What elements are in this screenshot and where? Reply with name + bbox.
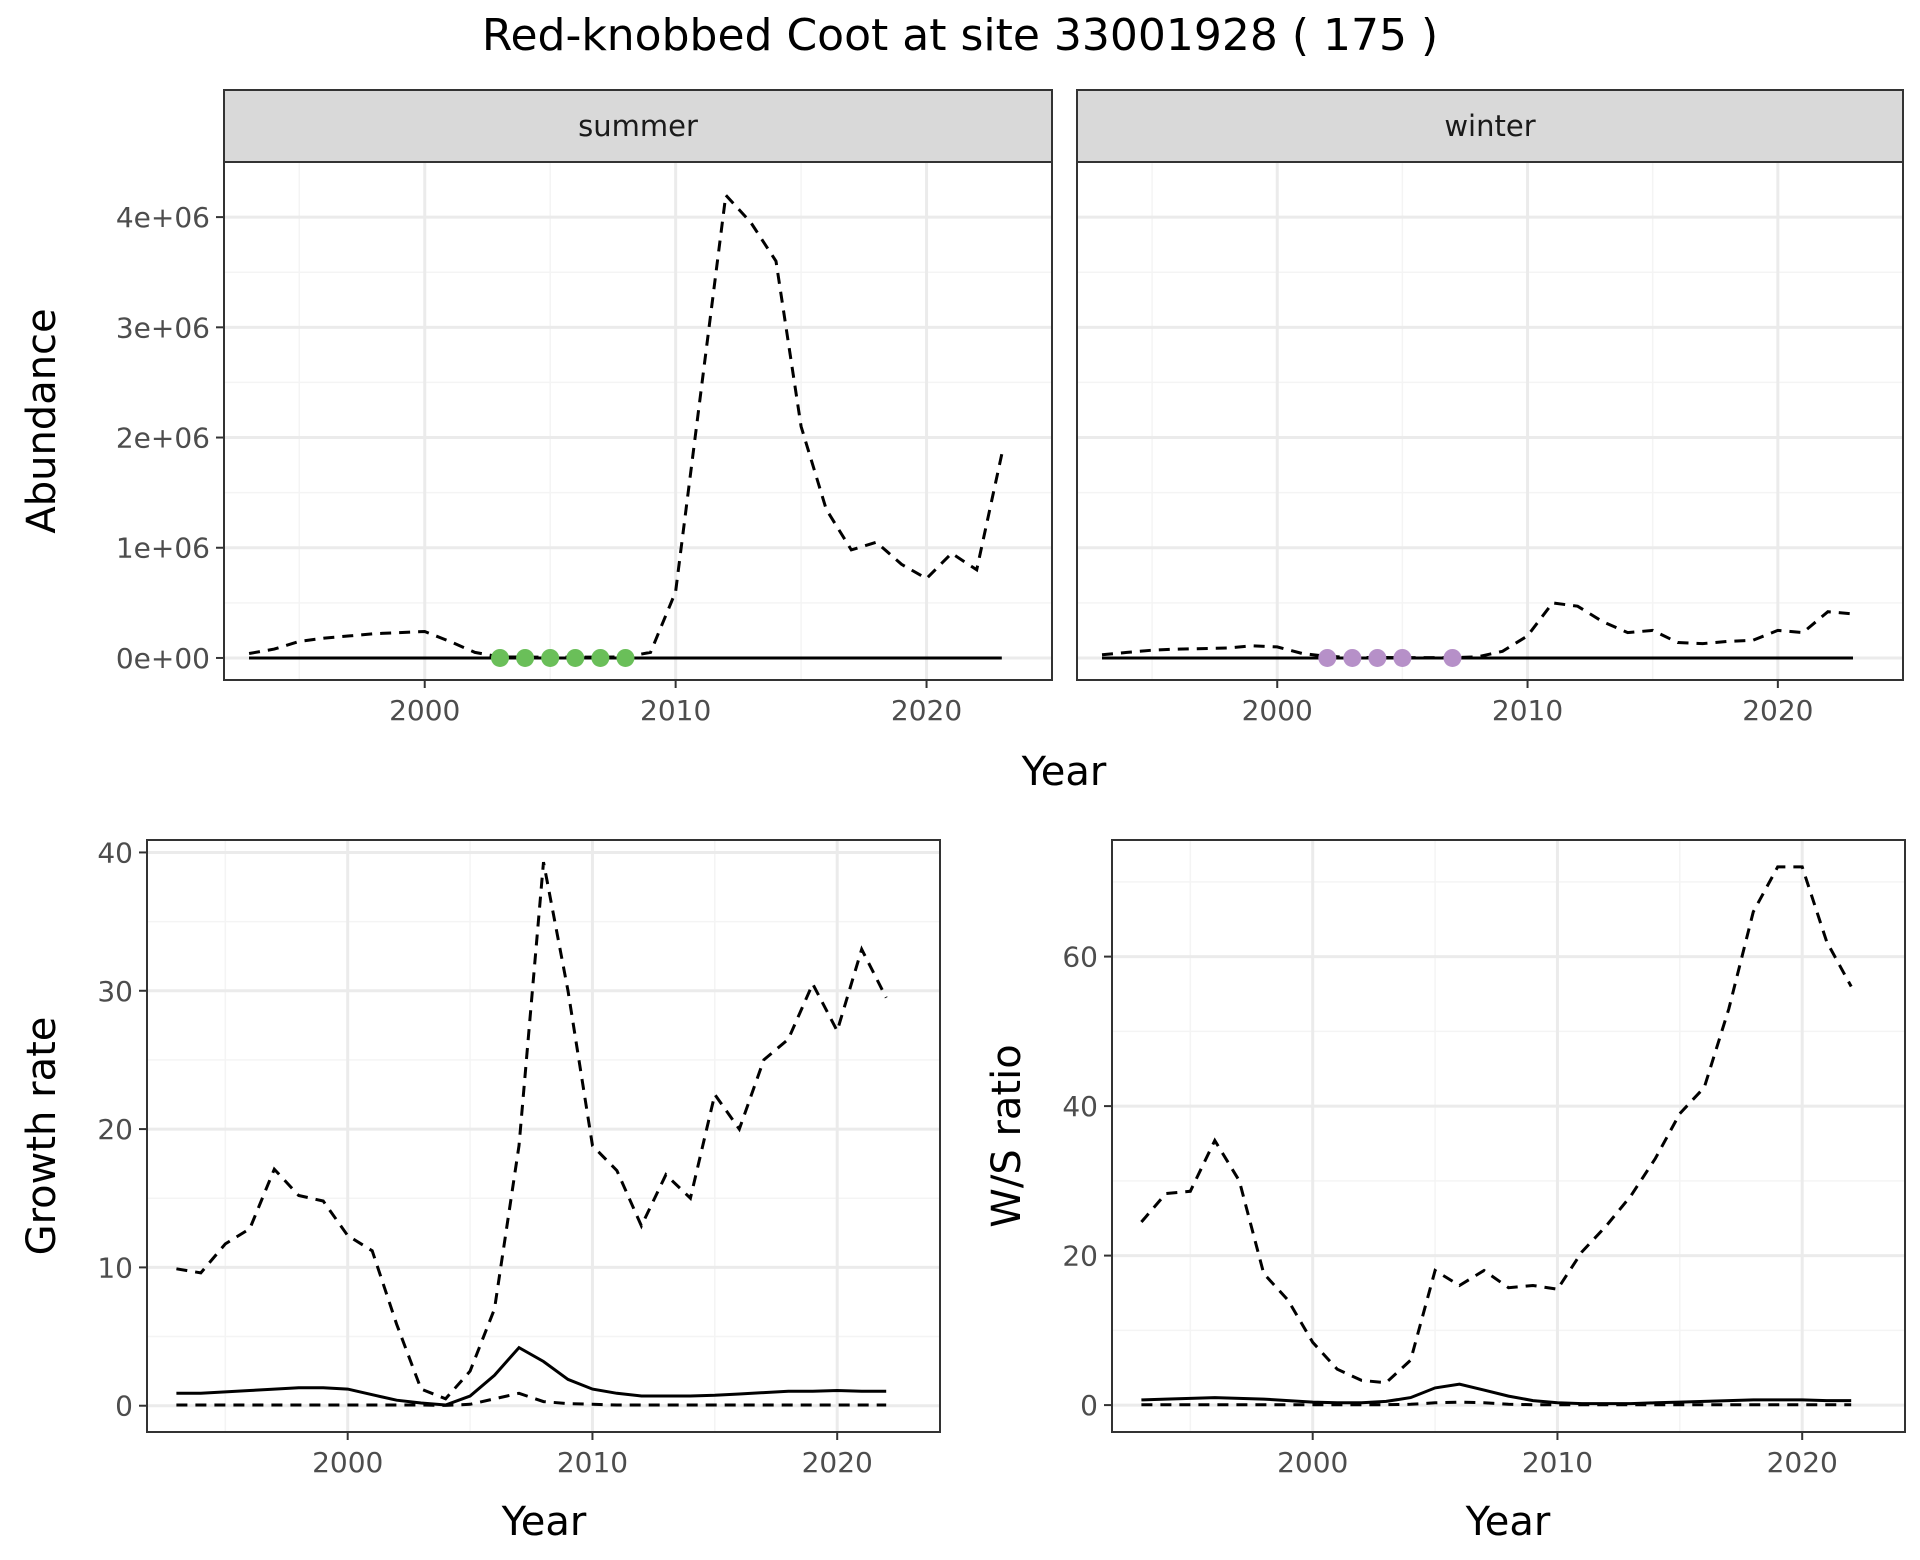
facet-strip: winter	[1076, 89, 1904, 163]
x-axis-title: Year	[1465, 1499, 1551, 1545]
facet-strip-label: winter	[1444, 109, 1535, 143]
facet-strip: summer	[223, 89, 1053, 163]
y-tick-label: 40	[97, 836, 133, 869]
y-tick-label: 30	[97, 975, 133, 1008]
observed-point	[1368, 648, 1387, 667]
y-axis-title: Abundance	[19, 308, 65, 533]
panel-border	[223, 161, 1053, 681]
series-upper-line	[248, 191, 1004, 659]
y-tick-label: 10	[97, 1251, 133, 1284]
y-tick-label: 2e+06	[116, 422, 210, 455]
panel-border	[1076, 161, 1904, 681]
y-tick-label: 3e+06	[116, 311, 210, 344]
y-tick-label: 0	[115, 1390, 133, 1423]
observed-point	[1318, 648, 1337, 667]
panel-growth-rate: 2000 2010 2020 0 10 20 30 40	[97, 836, 941, 1479]
x-tick-label: 2010	[1522, 1446, 1593, 1479]
x-tick-label: 2020	[1767, 1446, 1838, 1479]
y-tick-label: 1e+06	[116, 532, 210, 565]
series-mid-line	[1141, 1382, 1852, 1406]
x-tick-label: 2000	[1277, 1446, 1348, 1479]
x-axis-title: Year	[1021, 749, 1107, 795]
observed-point	[616, 648, 635, 667]
y-tick-label: 4e+06	[116, 201, 210, 234]
observed-point	[516, 648, 535, 667]
series-lower-line	[1141, 1400, 1852, 1407]
series-upper-line	[176, 861, 888, 1401]
observed-point	[541, 648, 560, 667]
observed-point	[591, 648, 610, 667]
y-axis-title: Growth rate	[19, 1017, 65, 1256]
y-tick-label: 20	[97, 1113, 133, 1146]
x-axis-title: Year	[501, 1499, 587, 1545]
x-tick-label: 2000	[389, 694, 460, 727]
observed-point	[1393, 648, 1412, 667]
series-mid-line	[176, 1345, 887, 1407]
x-tick-label: 2010	[640, 694, 711, 727]
x-tick-label: 2000	[312, 1446, 383, 1479]
y-tick-label: 20	[1062, 1240, 1098, 1273]
x-tick-label: 2010	[1492, 694, 1563, 727]
panel-summer: 2000 2010 2020 0e+00 1e+06 2e+06 3e+06 4e+06	[116, 161, 1053, 727]
series-lower-line	[176, 1391, 887, 1407]
observed-point	[1443, 648, 1462, 667]
y-axis-title: W/S ratio	[984, 1044, 1030, 1227]
facet-strip-label: summer	[578, 109, 698, 143]
observed-point	[566, 648, 585, 667]
y-tick-label: 0e+00	[116, 642, 210, 675]
observed-point	[1343, 648, 1362, 667]
x-tick-label: 2020	[891, 694, 962, 727]
x-tick-label: 2020	[802, 1446, 873, 1479]
panel-border	[1111, 839, 1906, 1433]
y-tick-label: 0	[1080, 1389, 1098, 1422]
facet-strip-box	[1076, 89, 1904, 163]
panel-ws-ratio: 2000 2010 2020 0 20 40 60	[1062, 839, 1906, 1479]
x-tick-label: 2000	[1242, 694, 1313, 727]
chart-title: Red-knobbed Coot at site 33001928 ( 175 …	[482, 10, 1438, 61]
observed-point	[491, 648, 509, 667]
panel-winter: 2000 2010 2020	[1076, 161, 1904, 727]
panel-border	[146, 839, 941, 1433]
facet-strip-box	[223, 89, 1053, 163]
x-tick-label: 2020	[1742, 694, 1813, 727]
y-tick-label: 40	[1062, 1090, 1098, 1123]
series-upper-line	[1140, 865, 1853, 1385]
x-tick-label: 2010	[557, 1446, 628, 1479]
series-upper-line	[1101, 601, 1854, 660]
y-tick-label: 60	[1062, 941, 1098, 974]
